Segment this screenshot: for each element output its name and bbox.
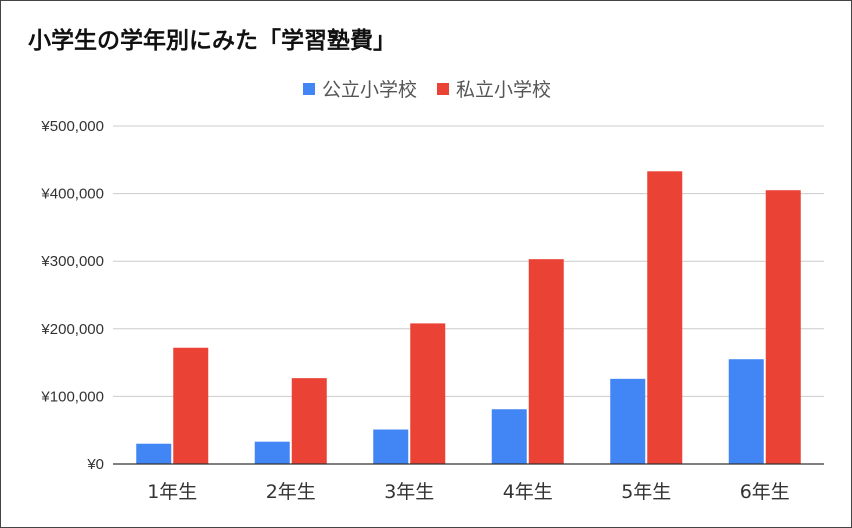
bar-public: [491, 409, 527, 464]
chart-title: 小学生の学年別にみた「学習塾費」: [28, 28, 396, 54]
bar-private: [410, 323, 446, 464]
bar-public: [136, 443, 172, 464]
y-tick-label: ¥0: [86, 456, 104, 473]
bar-public: [610, 378, 646, 464]
x-tick-label: 1年生: [147, 481, 197, 503]
bar-private: [765, 190, 801, 464]
legend-swatch-private: [437, 82, 449, 95]
x-tick-label: 6年生: [740, 481, 790, 503]
legend-item-public: 公立小学校: [302, 75, 417, 102]
bar-public: [254, 441, 290, 464]
legend-label-public: 公立小学校: [321, 79, 417, 101]
x-tick-label: 2年生: [266, 481, 316, 503]
y-tick-label: ¥300,000: [40, 253, 104, 270]
x-tick-label: 4年生: [503, 481, 553, 503]
bar-public: [728, 359, 764, 464]
x-tick-label: 3年生: [384, 481, 434, 503]
y-tick-label: ¥200,000: [40, 321, 104, 338]
legend-item-private: 私立小学校: [437, 75, 551, 102]
bar-private: [291, 378, 327, 464]
y-tick-label: ¥500,000: [40, 118, 104, 135]
bar-public: [373, 429, 409, 464]
legend-label-private: 私立小学校: [456, 79, 552, 101]
bar-private: [173, 347, 209, 464]
x-tick-label: 5年生: [621, 481, 671, 503]
y-tick-label: ¥100,000: [40, 388, 104, 405]
bar-private: [647, 171, 683, 465]
bar-private: [528, 259, 564, 464]
y-tick-label: ¥400,000: [40, 186, 104, 203]
chart-legend: 公立小学校 私立小学校: [1, 75, 852, 102]
legend-swatch-public: [302, 82, 315, 95]
